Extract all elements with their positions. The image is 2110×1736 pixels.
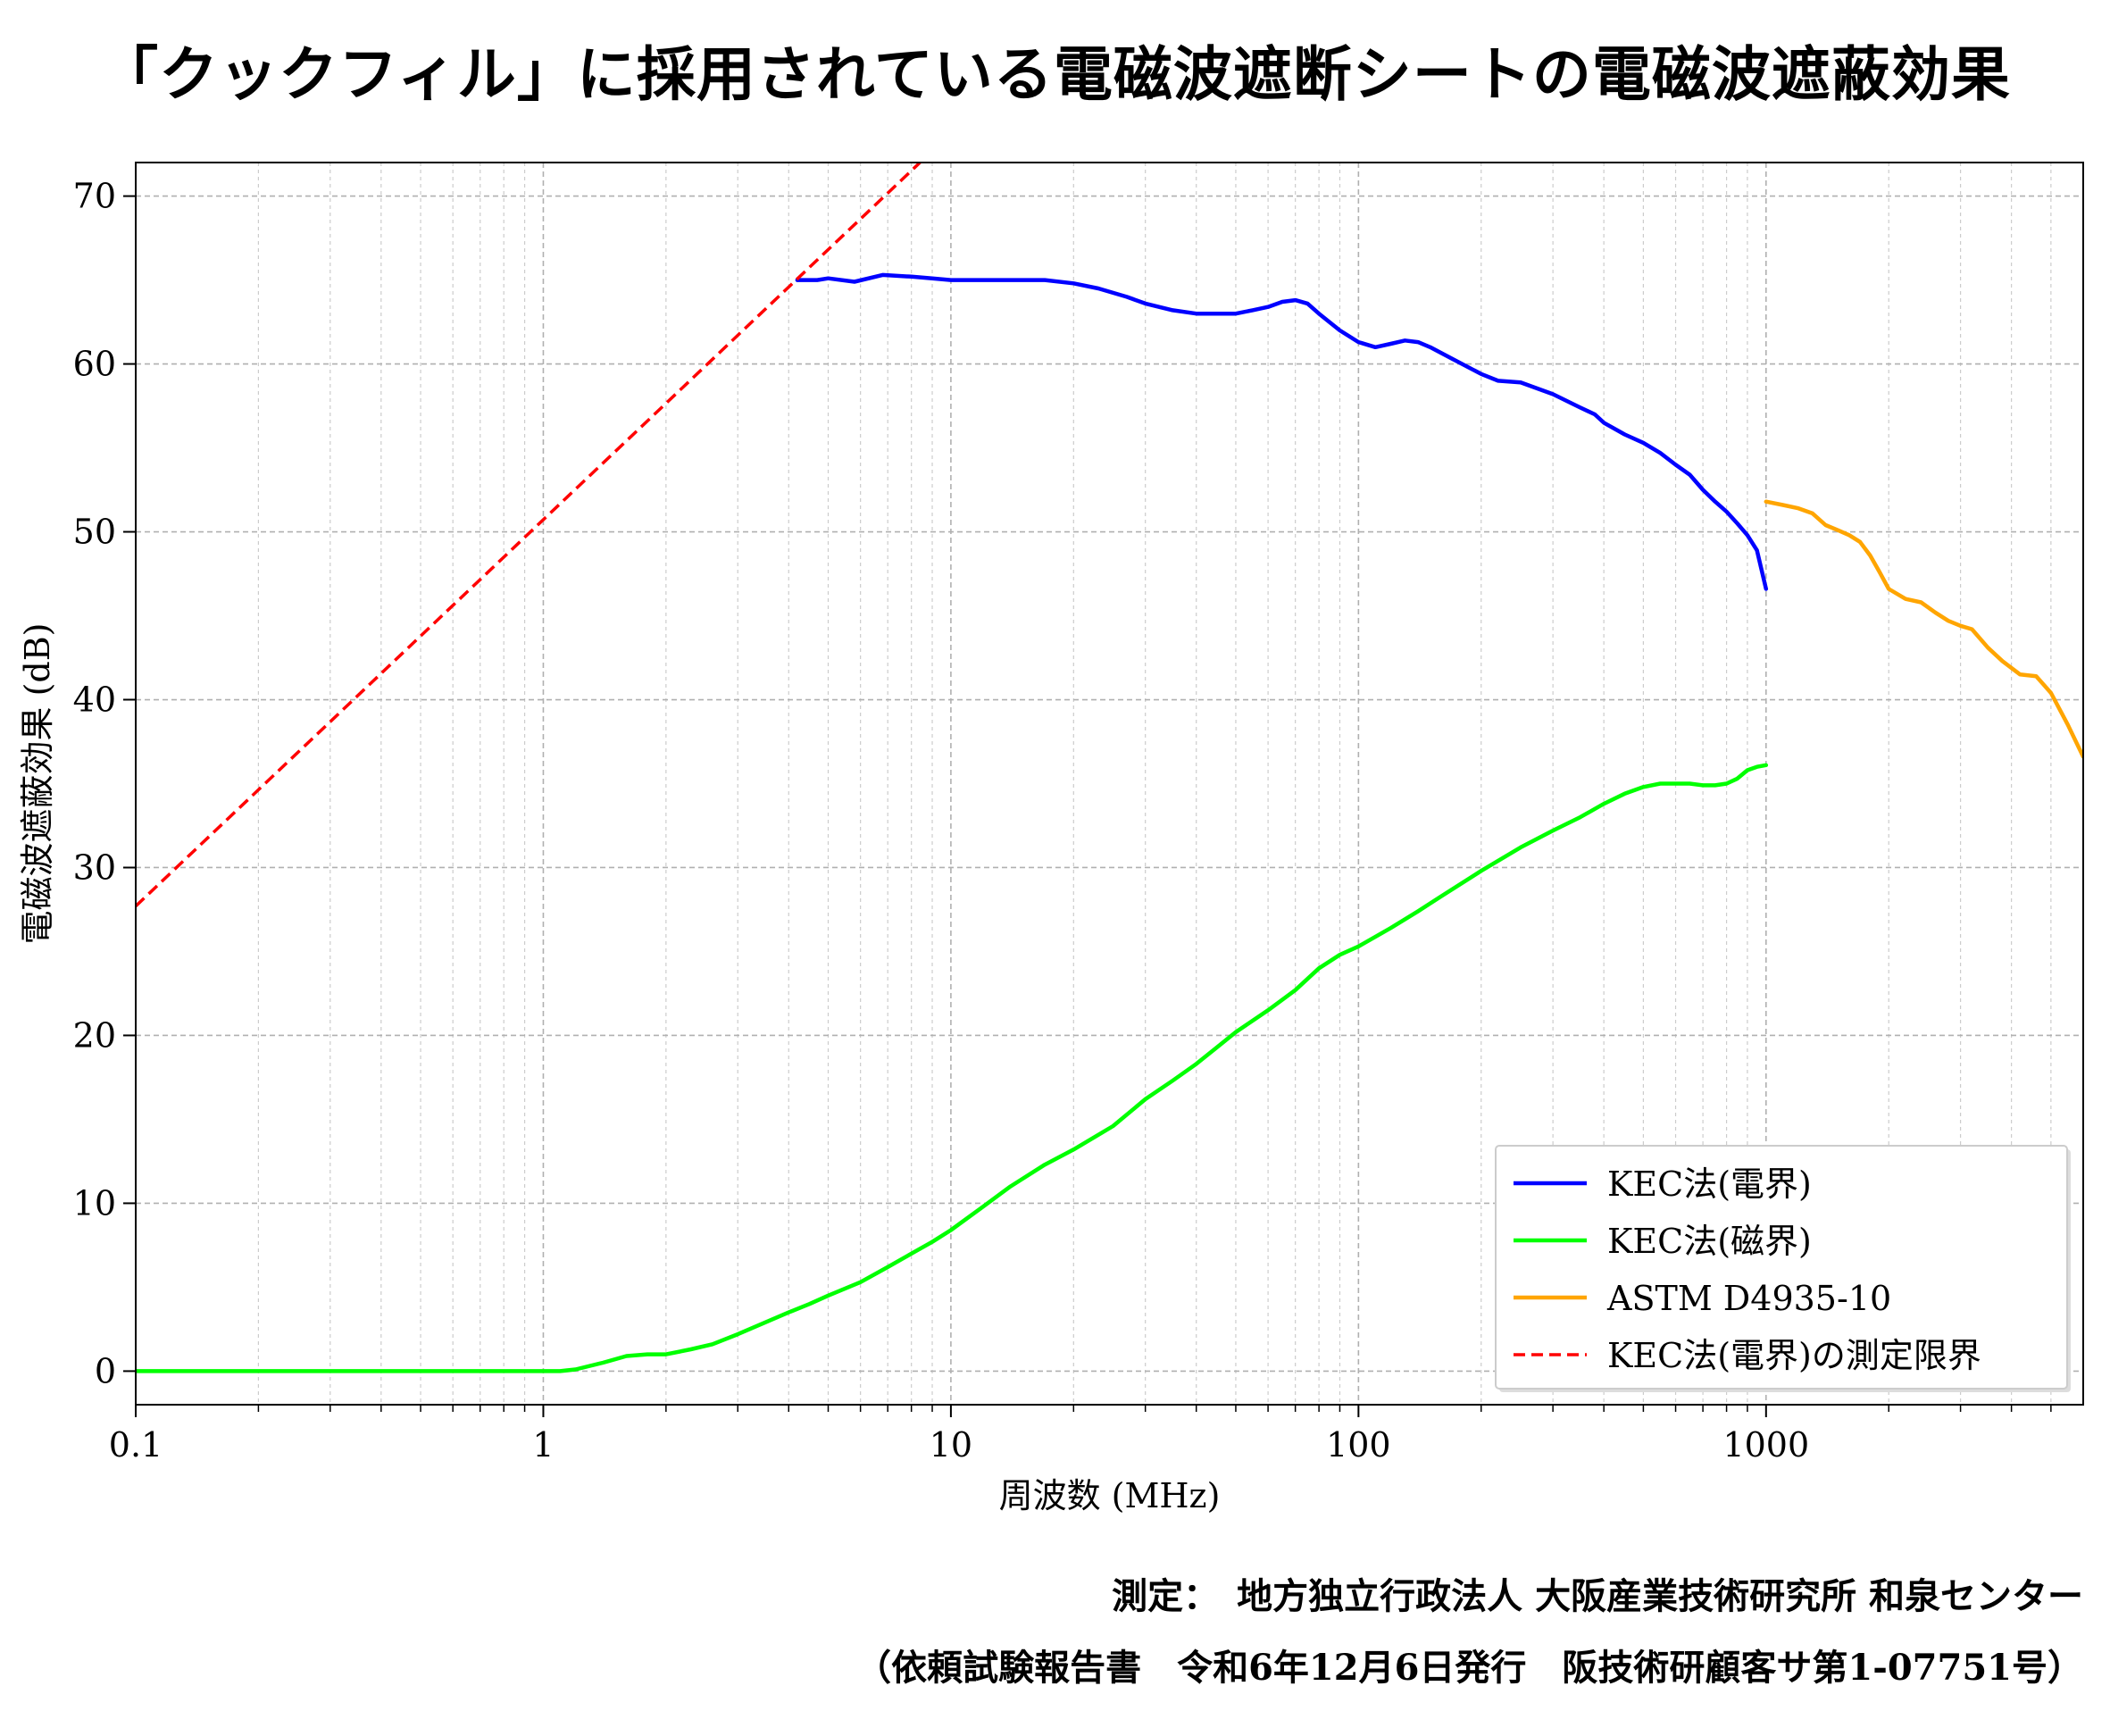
measurement-org: 測定： 地方独立行政法人 大阪産業技術研究所 和泉センター xyxy=(1112,1575,2083,1617)
x-tick-label: 1 xyxy=(532,1425,554,1465)
y-tick-label: 0 xyxy=(95,1351,116,1390)
legend-box xyxy=(1495,1145,2068,1390)
legend-label: KEC法(電界)の測定限界 xyxy=(1607,1336,1981,1375)
y-tick-label: 40 xyxy=(73,680,116,720)
series-line xyxy=(136,763,1769,1373)
legend: KEC法(電界) KEC法(磁界) ASTM D4935-10 KEC法(電界)の測定… xyxy=(1495,1145,2071,1392)
plot-frame xyxy=(135,162,2084,1406)
x-axis-ticks: 0.1 1 10 100 1000 xyxy=(109,1405,1809,1465)
series-line xyxy=(136,163,922,907)
y-axis-label: 電磁波遮蔽効果 (dB) xyxy=(18,623,57,945)
y-tick-label: 10 xyxy=(73,1183,116,1223)
legend-label: KEC法(磁界) xyxy=(1607,1222,1812,1261)
y-axis-ticks: 0 10 20 30 40 50 60 70 xyxy=(73,177,136,1390)
y-tick-label: 60 xyxy=(73,345,116,384)
report-reference: （依頼試験報告書 令和6年12月6日発行 阪技術研顧客サ第1-07751号） xyxy=(855,1647,2083,1689)
series-line xyxy=(795,272,1769,591)
x-tick-label: 1000 xyxy=(1722,1425,1809,1465)
y-tick-label: 70 xyxy=(73,177,116,216)
y-tick-label: 20 xyxy=(73,1015,116,1055)
x-tick-label: 0.1 xyxy=(109,1425,163,1465)
minor-grid xyxy=(257,163,2052,1412)
x-tick-label: 10 xyxy=(930,1425,972,1465)
series-line xyxy=(1764,499,2083,759)
series-layer xyxy=(136,163,2083,1373)
y-tick-label: 30 xyxy=(73,847,116,887)
legend-label: ASTM D4935-10 xyxy=(1606,1279,1891,1318)
legend-label: KEC法(電界) xyxy=(1607,1164,1812,1204)
chart-title: 「クックフィル」に採用されている電磁波遮断シートの電磁波遮蔽効果 xyxy=(99,39,2011,109)
y-tick-label: 50 xyxy=(73,513,116,552)
major-grid xyxy=(135,163,2083,1405)
x-axis-label: 周波数 (MHz) xyxy=(999,1476,1221,1515)
x-tick-label: 100 xyxy=(1326,1425,1391,1465)
